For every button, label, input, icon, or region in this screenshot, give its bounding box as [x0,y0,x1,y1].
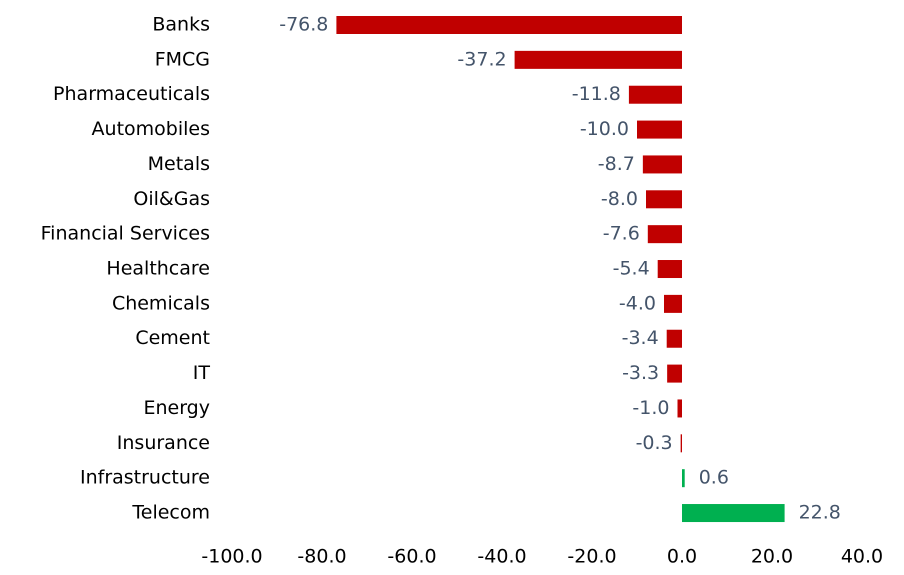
y-tick-label: Metals [148,153,210,175]
value-label: -8.7 [598,153,635,175]
value-label: 0.6 [699,467,729,489]
bar [646,190,682,209]
y-tick-label: IT [193,362,211,384]
bar [666,329,682,348]
bar [682,504,785,523]
value-label: -3.3 [622,362,659,384]
x-tick-label: 40.0 [841,546,883,568]
y-tick-label: Oil&Gas [133,188,210,210]
x-tick-label: -40.0 [477,546,526,568]
y-tick-label: Financial Services [41,223,210,245]
x-tick-label: 20.0 [751,546,793,568]
bar [642,155,682,174]
y-tick-label: Banks [152,14,210,36]
x-tick-label: -60.0 [387,546,436,568]
y-tick-label: Pharmaceuticals [53,83,210,105]
bar [682,469,685,488]
x-tick-label: -20.0 [567,546,616,568]
y-tick-label: Automobiles [92,118,210,140]
bar [628,85,682,104]
bar [680,434,682,453]
bar [637,120,682,139]
value-label: -37.2 [457,48,506,70]
x-tick-label: 0.0 [667,546,697,568]
x-tick-label: -80.0 [297,546,346,568]
value-label: -8.0 [601,188,638,210]
y-tick-label: Insurance [117,432,210,454]
y-tick-label: Infrastructure [80,467,210,489]
x-tick-label: -100.0 [201,546,262,568]
value-label: -0.3 [636,432,673,454]
value-label: -76.8 [279,14,328,36]
value-label: -4.0 [619,292,656,314]
y-tick-label: Energy [143,397,210,419]
bar [677,399,682,418]
y-tick-label: Telecom [131,502,210,524]
value-label: -3.4 [622,327,659,349]
value-label: -10.0 [580,118,629,140]
bar [667,364,682,383]
bar [664,294,682,313]
bar [336,16,682,34]
value-label: -7.6 [603,223,640,245]
y-tick-label: FMCG [155,48,210,70]
bar [647,225,682,244]
value-label: -11.8 [572,83,621,105]
value-label: -5.4 [613,258,650,280]
value-label: -1.0 [632,397,669,419]
value-label: 22.8 [799,502,841,524]
bar [514,50,682,69]
bar [657,260,682,279]
y-tick-label: Chemicals [112,292,210,314]
y-tick-label: Cement [135,327,210,349]
y-tick-label: Healthcare [106,258,210,280]
